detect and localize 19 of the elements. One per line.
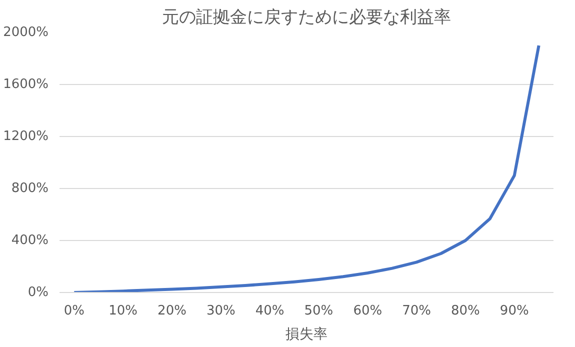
x-tick-label: 50%	[304, 304, 334, 318]
y-tick-label: 1200%	[3, 129, 48, 144]
x-tick-label: 20%	[158, 304, 186, 318]
x-tick-label: 10%	[108, 304, 138, 318]
y-tick-label: 0%	[28, 285, 48, 300]
x-tick-label: 60%	[353, 304, 382, 318]
y-tick-label: 800%	[11, 181, 49, 196]
y-tick-label: 1600%	[3, 77, 48, 92]
chart-title: 元の証拠金に戻すために必要な利益率	[162, 8, 451, 28]
x-tick-label: 30%	[206, 304, 236, 318]
y-tick-label: 2000%	[3, 25, 48, 40]
x-tick-label: 70%	[402, 304, 432, 318]
x-tick-label: 80%	[451, 304, 480, 318]
line-series	[72, 44, 540, 292]
x-tick-label: 40%	[255, 304, 284, 318]
x-axis-title: 損失率	[286, 326, 328, 342]
y-tick-label: 400%	[11, 233, 49, 248]
x-tick-label: 0%	[64, 304, 84, 318]
x-tick-label: 90%	[500, 304, 529, 318]
